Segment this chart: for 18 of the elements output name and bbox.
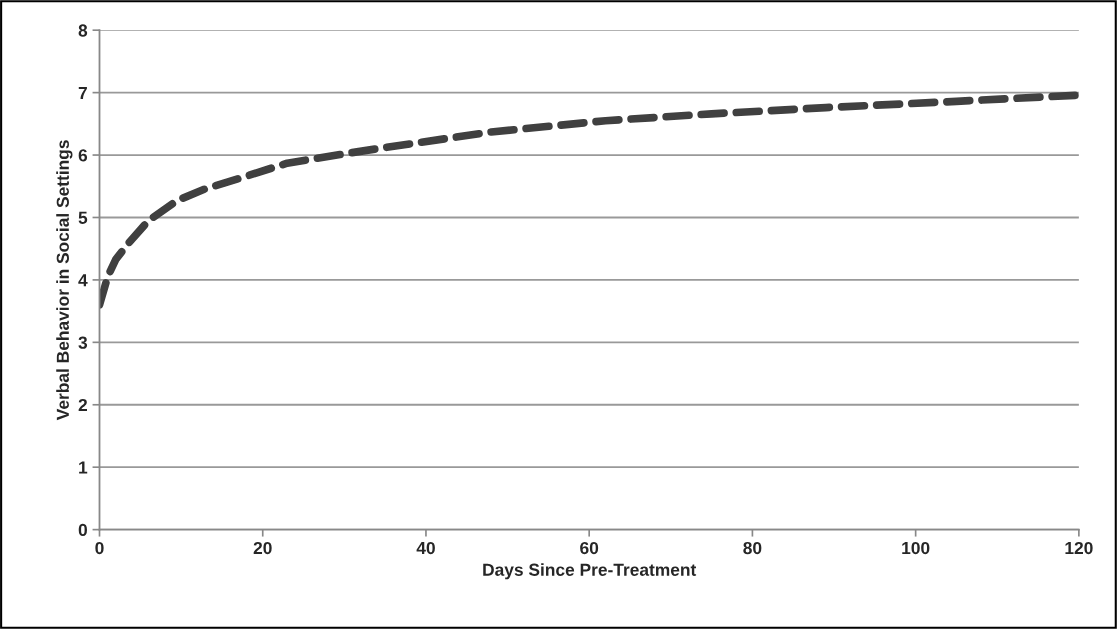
x-axis-title: Days Since Pre-Treatment xyxy=(483,563,697,580)
y-tick-label: 8 xyxy=(78,24,88,37)
x-tick-label: 100 xyxy=(902,541,930,555)
y-tick-label: 1 xyxy=(79,461,88,474)
x-tick-label: 60 xyxy=(580,541,599,555)
y-axis-title: Verbal Behavior in Social Settings xyxy=(56,140,73,421)
x-tick-label: 40 xyxy=(416,541,435,555)
x-tick-label: 20 xyxy=(253,541,272,555)
x-tick-label: 0 xyxy=(95,541,104,555)
x-tick-label: 80 xyxy=(743,541,762,555)
y-tick-label: 7 xyxy=(78,86,87,99)
x-tick-label: 120 xyxy=(1065,541,1093,555)
y-tick-label: 3 xyxy=(78,336,88,349)
y-tick-label: 2 xyxy=(78,398,87,412)
y-tick-label: 6 xyxy=(78,149,88,162)
y-tick-label: 4 xyxy=(78,274,88,287)
y-tick-label: 0 xyxy=(78,523,87,537)
y-tick-label: 5 xyxy=(78,211,88,224)
